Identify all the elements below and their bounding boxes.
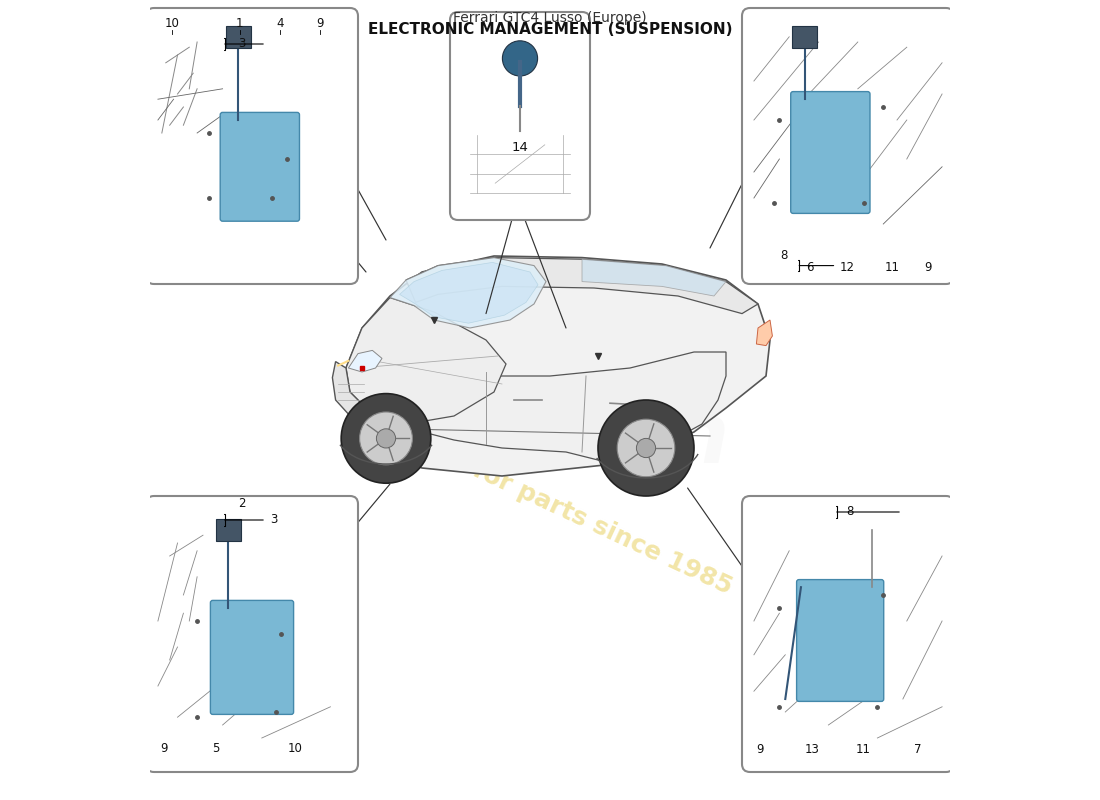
Text: 5: 5 [212, 742, 219, 755]
Circle shape [360, 412, 412, 465]
Text: 9: 9 [161, 742, 168, 755]
Text: 8: 8 [780, 250, 788, 262]
Text: 1: 1 [235, 17, 243, 30]
Text: passion for parts since 1985: passion for parts since 1985 [363, 409, 737, 599]
Text: 9: 9 [317, 17, 324, 30]
Circle shape [637, 438, 656, 458]
FancyBboxPatch shape [791, 91, 870, 214]
Circle shape [598, 400, 694, 496]
Text: 8: 8 [846, 506, 854, 518]
Polygon shape [346, 298, 506, 426]
Polygon shape [346, 256, 770, 476]
Text: 14: 14 [512, 141, 529, 154]
Polygon shape [349, 350, 382, 372]
FancyBboxPatch shape [450, 12, 590, 220]
Text: 4: 4 [277, 17, 284, 30]
Text: 2: 2 [239, 498, 245, 510]
Polygon shape [406, 258, 758, 314]
Circle shape [503, 41, 538, 76]
Text: 11: 11 [856, 743, 871, 756]
Text: 3: 3 [239, 37, 245, 50]
Text: 13: 13 [805, 743, 820, 756]
Text: 6: 6 [806, 261, 814, 274]
Polygon shape [332, 362, 374, 427]
Polygon shape [757, 320, 772, 346]
Polygon shape [390, 258, 546, 328]
FancyBboxPatch shape [742, 496, 954, 772]
Text: 10: 10 [288, 742, 302, 755]
Circle shape [341, 394, 431, 483]
Text: passion: passion [370, 399, 730, 481]
FancyBboxPatch shape [146, 496, 358, 772]
Polygon shape [399, 262, 538, 323]
Text: 3: 3 [271, 514, 277, 526]
FancyBboxPatch shape [742, 8, 954, 284]
FancyBboxPatch shape [146, 8, 358, 284]
Text: ELECTRONIC MANAGEMENT (SUSPENSION): ELECTRONIC MANAGEMENT (SUSPENSION) [367, 22, 733, 38]
Text: Ferrari GTC4 Lusso (Europe): Ferrari GTC4 Lusso (Europe) [453, 11, 647, 26]
FancyBboxPatch shape [796, 579, 883, 702]
Text: 9: 9 [756, 743, 763, 756]
FancyBboxPatch shape [226, 26, 251, 48]
Text: 9: 9 [924, 261, 932, 274]
Circle shape [617, 419, 674, 477]
Text: 7: 7 [914, 743, 922, 756]
Circle shape [376, 429, 396, 448]
FancyBboxPatch shape [220, 112, 299, 221]
FancyBboxPatch shape [792, 26, 817, 48]
Text: 10: 10 [165, 17, 179, 30]
FancyBboxPatch shape [210, 600, 294, 714]
Text: 12: 12 [840, 261, 855, 274]
Text: 11: 11 [884, 261, 900, 274]
FancyBboxPatch shape [216, 518, 241, 541]
Polygon shape [582, 259, 726, 296]
Polygon shape [346, 352, 726, 464]
